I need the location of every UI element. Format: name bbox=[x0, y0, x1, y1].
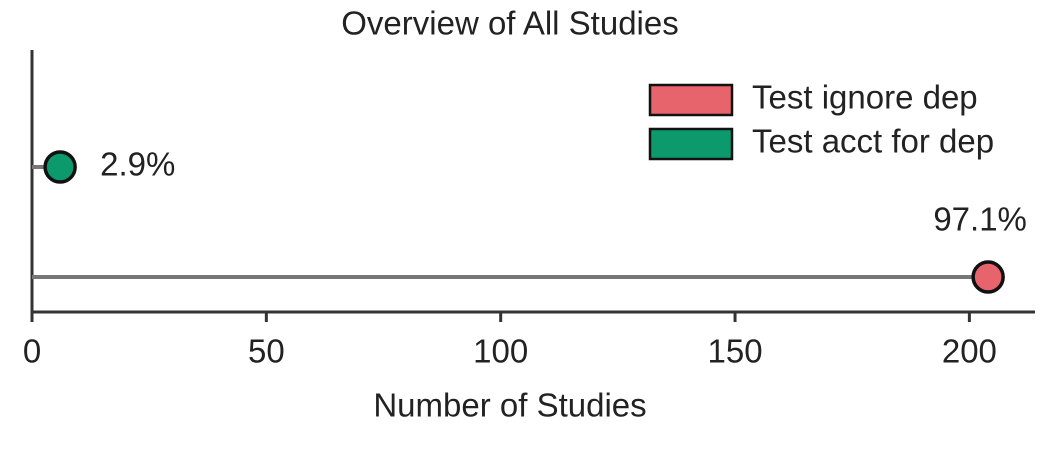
x-tick-label: 150 bbox=[708, 333, 763, 370]
legend-swatch bbox=[648, 127, 734, 161]
x-tick-label: 200 bbox=[942, 333, 997, 370]
chart-title: Overview of All Studies bbox=[341, 5, 678, 42]
x-axis-label: Number of Studies bbox=[373, 387, 646, 424]
dot bbox=[43, 150, 77, 184]
x-tick-label: 100 bbox=[473, 333, 528, 370]
legend-label: Test acct for dep bbox=[752, 123, 994, 160]
x-tick-label: 0 bbox=[23, 333, 41, 370]
legend-label: Test ignore dep bbox=[752, 79, 978, 116]
dot bbox=[971, 260, 1005, 294]
value-label: 2.9% bbox=[100, 146, 175, 183]
legend-swatch bbox=[648, 83, 734, 117]
value-label: 97.1% bbox=[933, 201, 1027, 238]
x-tick-label: 50 bbox=[248, 333, 285, 370]
